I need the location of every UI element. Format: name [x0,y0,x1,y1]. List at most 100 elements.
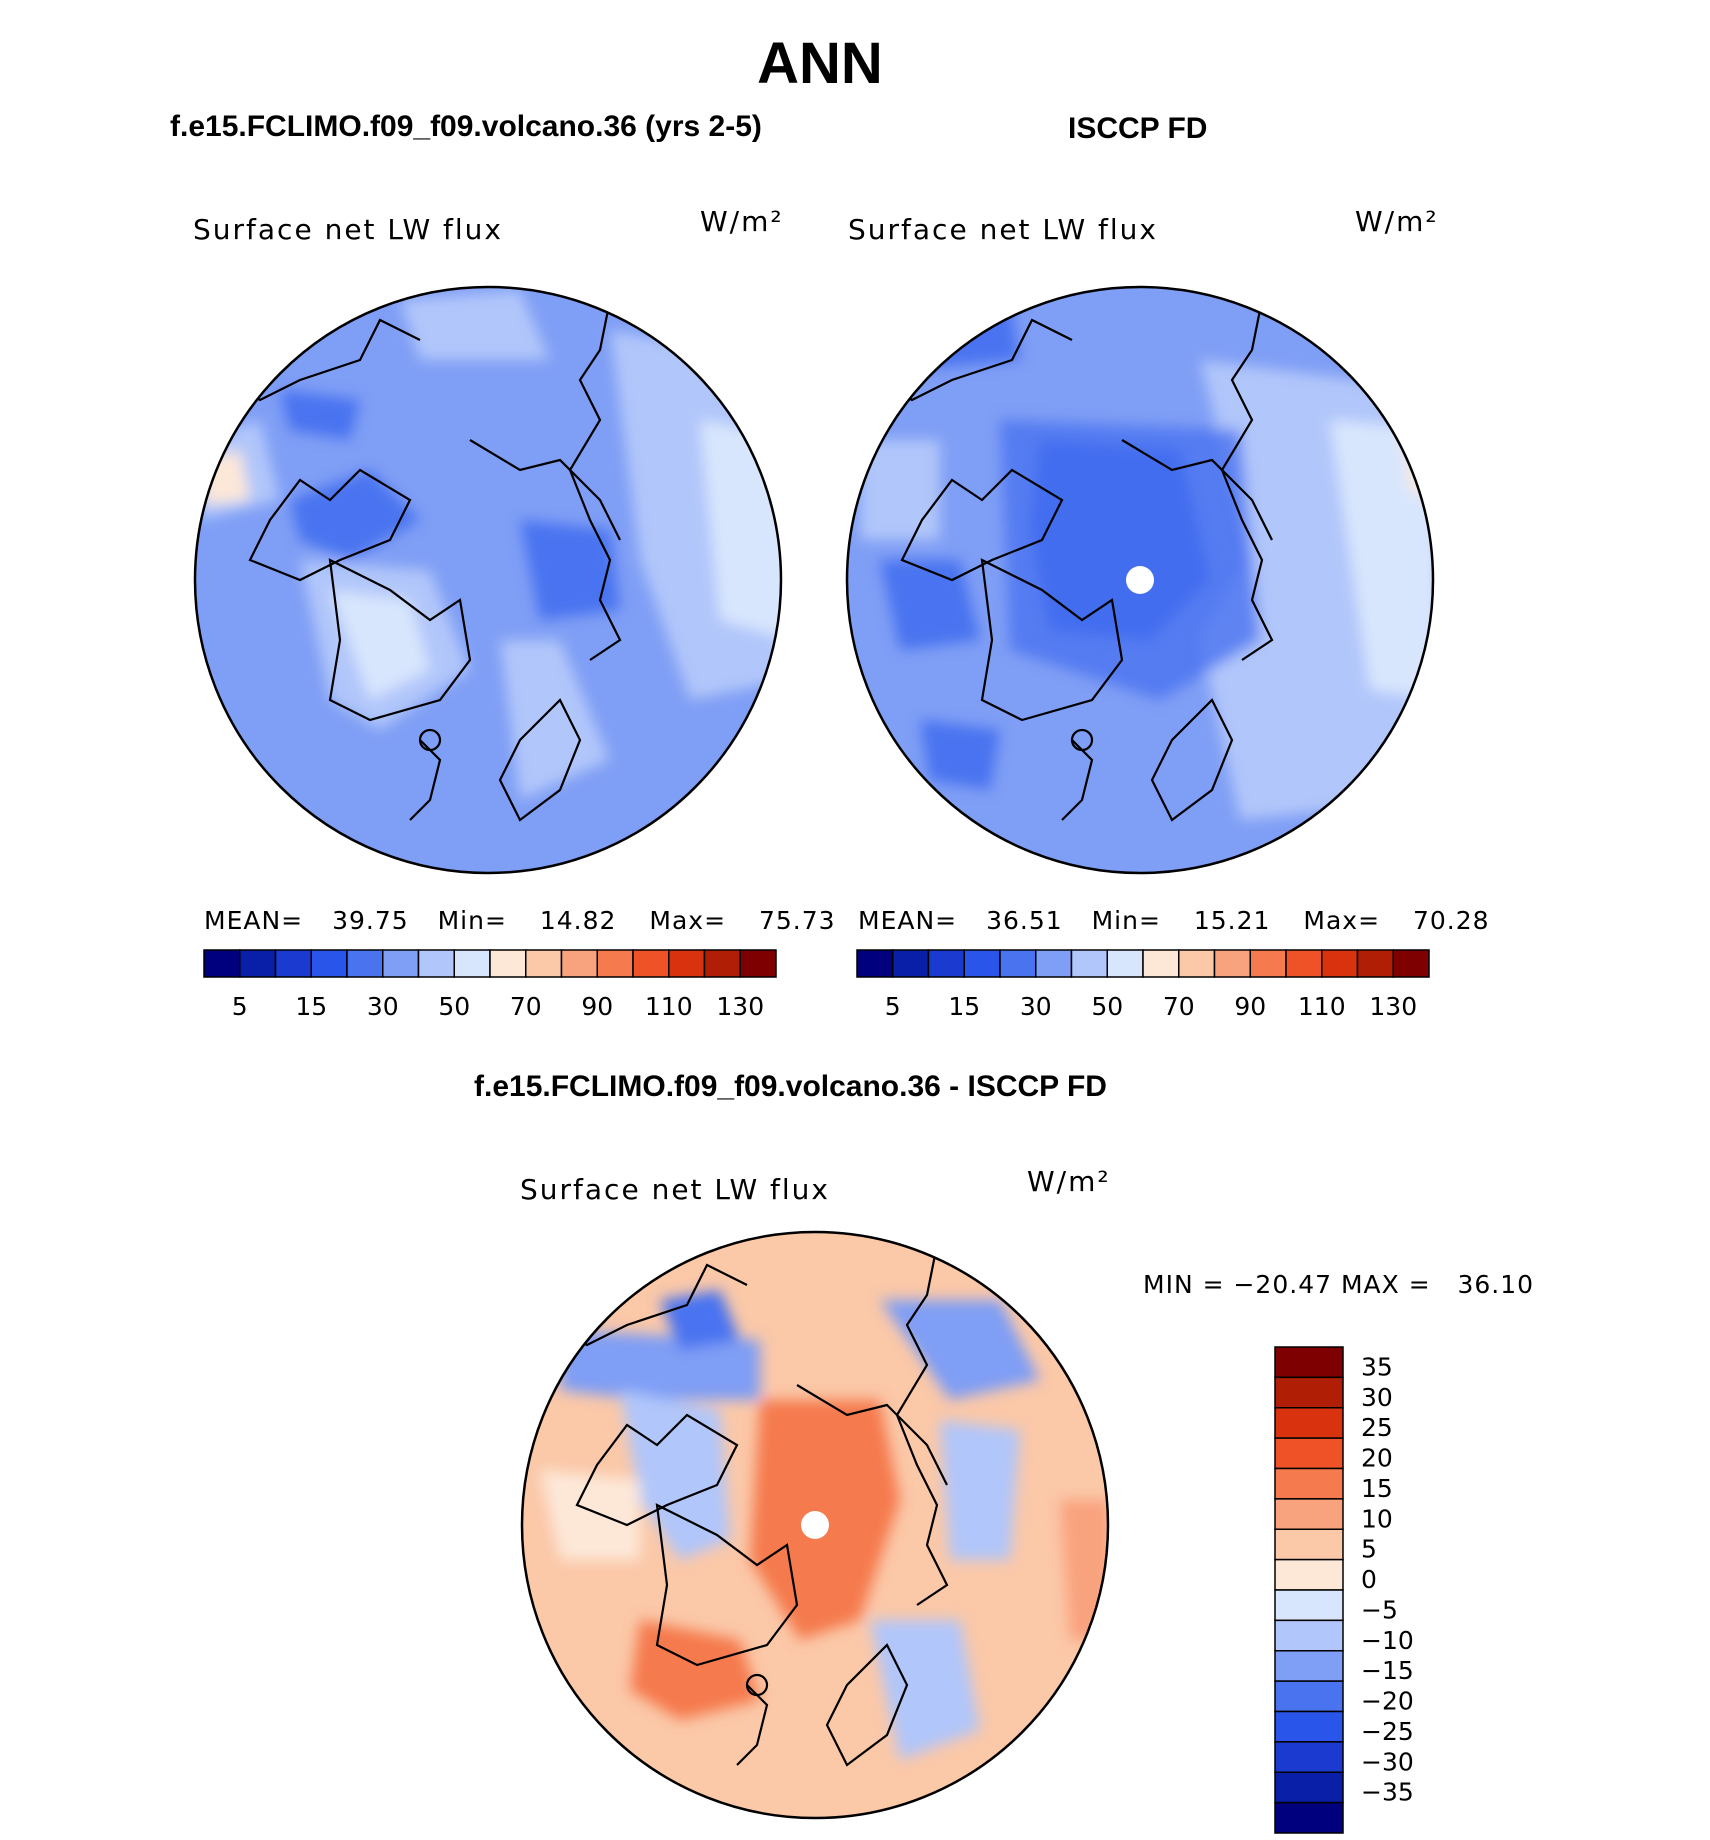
map3-missing-pole [801,1511,829,1539]
colorbar3-swatch [1274,1771,1344,1804]
panel2-mean-label: MEAN= [858,906,958,935]
map2-border [845,285,1435,875]
map3-field-patch [560,1330,760,1400]
map2-field-patch [1000,420,1260,700]
colorbar3-tick-label: 20 [1361,1444,1393,1473]
colorbar3-tick-label: 15 [1361,1474,1393,1503]
colorbar2 [856,949,1430,978]
colorbar3-swatch [1274,1741,1344,1773]
colorbar3-tick-label: −35 [1361,1778,1414,1807]
map1-field-patch [520,520,620,620]
panel3-units: W/m² [1027,1165,1111,1198]
colorbar3-tick-label: 30 [1361,1383,1393,1412]
colorbar3-swatch [1274,1710,1344,1743]
colorbar1-labels: 5 15 30 50 70 90 110 130 [232,992,764,1021]
panel1-max-label: Max= [649,906,727,935]
colorbar3-swatch [1274,1650,1344,1682]
panel2-variable: Surface net LW flux [848,213,1158,246]
colorbar3-tick-label: 35 [1361,1352,1393,1381]
colorbar1-swatch [453,949,491,978]
colorbar2-swatch [1285,949,1323,978]
map1-field-patch [500,640,610,800]
panel3-stats: MIN = −20.47 MAX = 36.10 [1143,1270,1535,1299]
panel1-variable: Surface net LW flux [193,213,503,246]
colorbar2-swatch [1392,949,1430,978]
map1-polar-plot [195,287,781,873]
colorbar2-tick-label: 15 [948,992,980,1021]
panel2-max: 70.28 [1413,906,1490,935]
colorbar3-tick-label: −20 [1361,1687,1414,1716]
map1-field-patch [290,470,420,560]
panel2-max-label: Max= [1303,906,1381,935]
colorbar2-tick-label: 70 [1163,992,1195,1021]
map3-polar-plot [522,1232,1108,1818]
colorbar3-tick-label: −15 [1361,1656,1414,1685]
colorbar1-swatch [632,949,670,978]
map2-field-patch [880,300,1020,370]
colorbar2-tick-label: 5 [885,992,901,1021]
colorbar3-tick-label: 0 [1361,1565,1377,1594]
colorbar1-swatch [596,949,634,978]
colorbar3-tick-label: −10 [1361,1626,1414,1655]
colorbar2-swatch [1035,949,1073,978]
colorbar3-tick-label: 25 [1361,1413,1393,1442]
colorbar2-swatch [1249,949,1287,978]
map3-field-patch [880,1300,1040,1400]
colorbar1 [203,949,777,978]
map3-coastlines [556,1244,949,1767]
colorbar2-tick-label: 130 [1369,992,1417,1021]
colorbar3-swatch [1274,1467,1344,1500]
colorbar3-swatch [1274,1619,1344,1652]
page-title: ANN [757,31,883,96]
colorbar2-swatch [892,949,930,978]
map1-field-patch [400,290,550,360]
colorbar1-swatch [525,949,563,978]
colorbar2-swatch [1321,949,1359,978]
colorbar3-swatch [1274,1528,1344,1561]
colorbar2-tick-label: 30 [1020,992,1052,1021]
panel1-max: 75.73 [759,906,836,935]
colorbar2-swatch [1356,949,1394,978]
colorbar2-tick-label: 90 [1234,992,1266,1021]
panel1-min: 14.82 [539,906,617,935]
colorbar3-tick-label: −25 [1361,1717,1414,1746]
map3-field-patch [940,1420,1020,1560]
colorbar2-swatch [1070,949,1108,978]
colorbar1-tick-label: 15 [295,992,327,1021]
colorbar3-tick-label: −30 [1361,1747,1414,1776]
colorbar1-swatch [668,949,706,978]
colorbar1-swatch [346,949,384,978]
colorbar3-swatch [1274,1498,1344,1530]
colorbar2-swatch [1142,949,1180,978]
colorbar2-swatch [1213,949,1251,978]
panel3-variable: Surface net LW flux [520,1173,830,1206]
colorbar3-swatch [1274,1558,1344,1591]
map3-border [520,1230,1110,1820]
colorbar1-swatch [382,949,420,978]
colorbar2-tick-label: 50 [1091,992,1123,1021]
colorbar1-swatch [703,949,741,978]
map3-field-patch [620,1390,730,1560]
colorbar3-swatch [1274,1407,1344,1439]
colorbar3-tick-label: −5 [1361,1595,1398,1624]
colorbar1-tick-label: 5 [232,992,248,1021]
colorbar3-swatch [1274,1437,1344,1470]
colorbar1-swatch [560,949,598,978]
map3-field-patch [540,1470,640,1560]
panel2-mean: 36.51 [986,906,1063,935]
map1-border [193,285,783,875]
colorbar1-swatch [310,949,348,978]
panel2-title: ISCCP FD [1068,112,1208,145]
colorbar3-swatch [1274,1589,1344,1622]
colorbar3-swatch [1274,1801,1344,1834]
colorbar2-swatch [999,949,1037,978]
colorbar3-swatch [1274,1376,1344,1409]
colorbar1-swatch [417,949,455,978]
panel1-mean-label: MEAN= [204,906,304,935]
colorbar1-swatch [203,949,241,978]
colorbar1-tick-label: 70 [510,992,542,1021]
map1-field-patch [330,590,430,700]
colorbar1-tick-label: 30 [367,992,399,1021]
